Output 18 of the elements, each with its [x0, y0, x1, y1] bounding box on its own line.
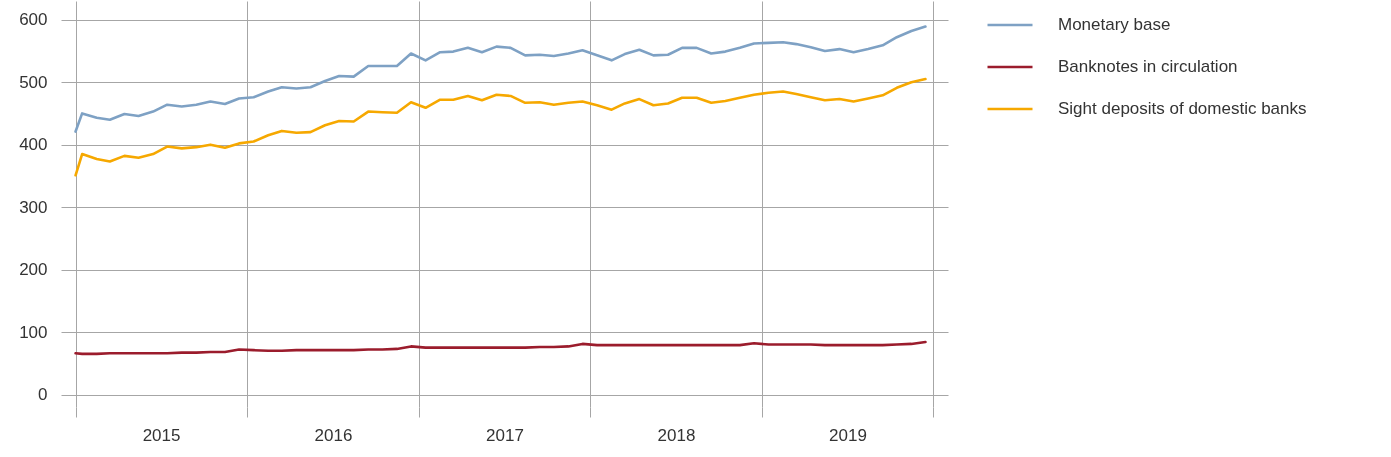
- x-tick-label: 2018: [657, 425, 696, 445]
- y-tick-label: 500: [19, 72, 48, 92]
- legend-label: Sight deposits of domestic banks: [1058, 99, 1307, 118]
- y-tick-label: 300: [19, 197, 48, 217]
- x-tick-label: 2019: [829, 425, 867, 445]
- line-series: [74, 340, 927, 356]
- x-tick-label: 2015: [142, 425, 181, 445]
- legend-label: Monetary base: [1058, 15, 1171, 34]
- x-tick-label: 2017: [486, 425, 524, 445]
- y-tick-label: 0: [38, 385, 48, 405]
- line-series: [74, 77, 927, 177]
- x-tick-label: 2016: [314, 425, 353, 445]
- line-series: [74, 25, 927, 133]
- y-tick-label: 400: [19, 135, 48, 155]
- legend-label: Banknotes in circulation: [1058, 57, 1238, 76]
- y-tick-label: 200: [19, 260, 48, 280]
- y-tick-label: 600: [19, 10, 48, 30]
- y-tick-label: 100: [19, 322, 48, 342]
